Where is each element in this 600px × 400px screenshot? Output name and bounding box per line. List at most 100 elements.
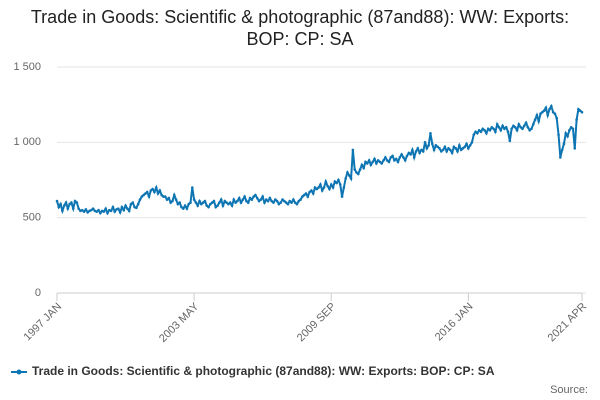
point [192, 198, 196, 201]
point [218, 201, 221, 204]
point [393, 159, 396, 162]
point [577, 107, 580, 111]
point [113, 210, 117, 213]
point [450, 151, 454, 155]
point [573, 147, 577, 150]
point [246, 201, 250, 204]
chart-title: Trade in Goods: Scientific & photographi… [30, 7, 570, 49]
point [432, 148, 436, 152]
point [319, 183, 322, 186]
point [82, 210, 86, 213]
point [210, 201, 214, 204]
point [165, 198, 169, 201]
point [495, 122, 499, 126]
point [283, 199, 286, 203]
point [221, 204, 225, 207]
point [452, 145, 456, 149]
point [194, 201, 198, 204]
point [225, 201, 228, 204]
point [120, 205, 124, 209]
point [385, 159, 389, 162]
point [384, 156, 387, 159]
point [147, 195, 151, 198]
point [409, 153, 412, 156]
point [304, 192, 308, 195]
point [486, 127, 490, 131]
point [57, 205, 61, 209]
point [353, 168, 356, 171]
point [546, 113, 550, 117]
y-tick-label: 0 [35, 287, 41, 299]
point [329, 183, 333, 186]
point [430, 142, 434, 146]
point [216, 204, 219, 207]
point [465, 142, 468, 146]
point [477, 128, 481, 132]
point [272, 201, 275, 204]
point [75, 201, 79, 204]
point [257, 199, 261, 203]
point [456, 150, 459, 153]
point [237, 196, 241, 200]
point [557, 133, 560, 137]
point [458, 144, 461, 147]
point [73, 199, 77, 203]
point [324, 180, 328, 183]
point [531, 122, 535, 126]
point [86, 211, 89, 214]
point [497, 125, 501, 129]
point [284, 201, 288, 204]
point [364, 160, 367, 164]
point [515, 128, 519, 132]
point [160, 193, 163, 197]
point [259, 198, 263, 201]
point [149, 189, 153, 192]
point [378, 160, 382, 164]
point [322, 186, 326, 189]
point [387, 160, 391, 164]
point [418, 151, 421, 155]
point [64, 201, 68, 204]
point [142, 193, 145, 197]
point [488, 128, 492, 132]
point [369, 163, 373, 167]
point [420, 148, 423, 152]
series-line [56, 103, 583, 216]
point [255, 196, 259, 200]
point [158, 189, 162, 192]
point [439, 150, 443, 153]
point [140, 195, 144, 198]
point [362, 166, 366, 170]
point [389, 156, 393, 159]
point [241, 198, 245, 201]
point [461, 147, 465, 150]
point [438, 147, 441, 150]
point [421, 150, 425, 153]
point [106, 211, 109, 215]
point [214, 205, 218, 209]
point [201, 201, 205, 204]
point [59, 202, 62, 206]
point [153, 190, 156, 194]
point [127, 209, 131, 213]
point [205, 204, 209, 207]
point [313, 186, 317, 189]
point [373, 157, 376, 161]
point [394, 157, 398, 161]
point [542, 109, 546, 112]
point [245, 199, 248, 203]
point [522, 124, 526, 128]
point [277, 202, 281, 206]
point [524, 121, 528, 125]
point [317, 186, 320, 189]
point [358, 168, 362, 171]
point [264, 198, 268, 201]
point [135, 206, 138, 210]
point [508, 139, 512, 143]
point [162, 195, 165, 198]
point [301, 195, 304, 198]
point [124, 204, 127, 207]
point [448, 148, 452, 152]
point [250, 198, 254, 201]
point [559, 156, 562, 159]
